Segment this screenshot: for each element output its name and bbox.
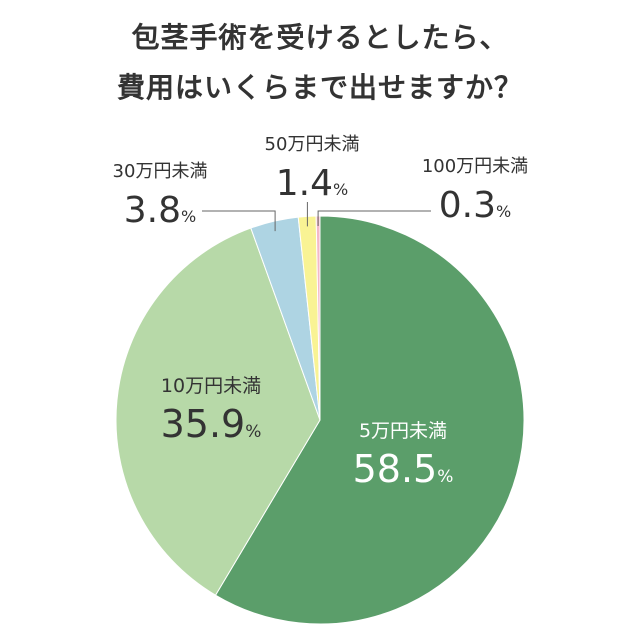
chart-title-line-1: 包茎手術を受けるとしたら、 xyxy=(131,21,509,54)
slice-value-label-1: 35.9% xyxy=(161,402,262,446)
slice-value-label-4: 0.3% xyxy=(439,185,511,226)
slice-value-label-0: 58.5% xyxy=(353,447,454,491)
slice-category-label-2: 30万円未満 xyxy=(113,161,208,182)
slice-value-label-3: 1.4% xyxy=(276,163,348,204)
slice-label-group-0: 5万円未満 58.5% xyxy=(353,420,454,491)
slice-category-label-0: 5万円未満 xyxy=(359,420,447,442)
slice-label-group-4: 100万円未満 0.3% xyxy=(422,156,528,226)
slice-value-number-2: 3.8 xyxy=(124,190,181,231)
chart-title-line-2: 費用はいくらまで出せますか？ xyxy=(116,71,523,104)
pie-slices xyxy=(115,215,525,625)
slice-value-number-4: 0.3 xyxy=(439,185,496,226)
pie-slice-0 xyxy=(214,215,525,625)
slice-value-unit-1: % xyxy=(245,422,261,442)
slice-value-number-0: 58.5 xyxy=(353,447,438,491)
slice-label-group-1: 10万円未満 35.9% xyxy=(161,375,262,446)
slice-value-number-3: 1.4 xyxy=(276,163,333,204)
slice-category-label-1: 10万円未満 xyxy=(161,375,261,397)
slice-value-unit-2: % xyxy=(181,207,196,226)
slice-label-group-2: 30万円未満 3.8% xyxy=(113,161,208,231)
slice-category-label-3: 50万円未満 xyxy=(265,134,360,155)
slice-value-label-2: 3.8% xyxy=(124,190,196,231)
leader-line-4 xyxy=(317,210,431,226)
slice-category-label-4: 100万円未満 xyxy=(422,156,528,177)
slice-value-number-1: 35.9 xyxy=(161,402,246,446)
slice-value-unit-3: % xyxy=(333,180,348,199)
slice-label-group-3: 50万円未満 1.4% xyxy=(265,134,360,204)
slice-value-unit-4: % xyxy=(496,202,511,221)
leader-line-2 xyxy=(202,210,276,232)
pie-slice-1 xyxy=(115,227,321,596)
slice-value-unit-0: % xyxy=(437,467,453,487)
